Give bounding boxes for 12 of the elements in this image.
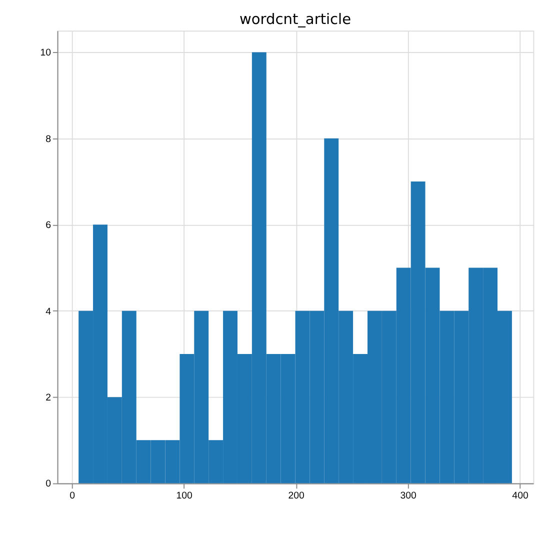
x-tick-label: 300 (400, 490, 417, 502)
y-tick-label: 10 (40, 48, 52, 59)
x-tick-label: 100 (176, 490, 194, 502)
x-tick-label: 200 (288, 490, 306, 502)
y-tick-label: 6 (46, 220, 51, 232)
x-tick-label: 0 (70, 490, 76, 502)
y-tick-label: 4 (46, 306, 52, 318)
x-tick-label: 400 (512, 490, 529, 502)
y-tick-label: 8 (46, 134, 51, 145)
y-tick-label: 2 (46, 392, 51, 404)
y-tick-label: 0 (46, 478, 52, 490)
chart-title: wordcnt_article (239, 10, 352, 28)
